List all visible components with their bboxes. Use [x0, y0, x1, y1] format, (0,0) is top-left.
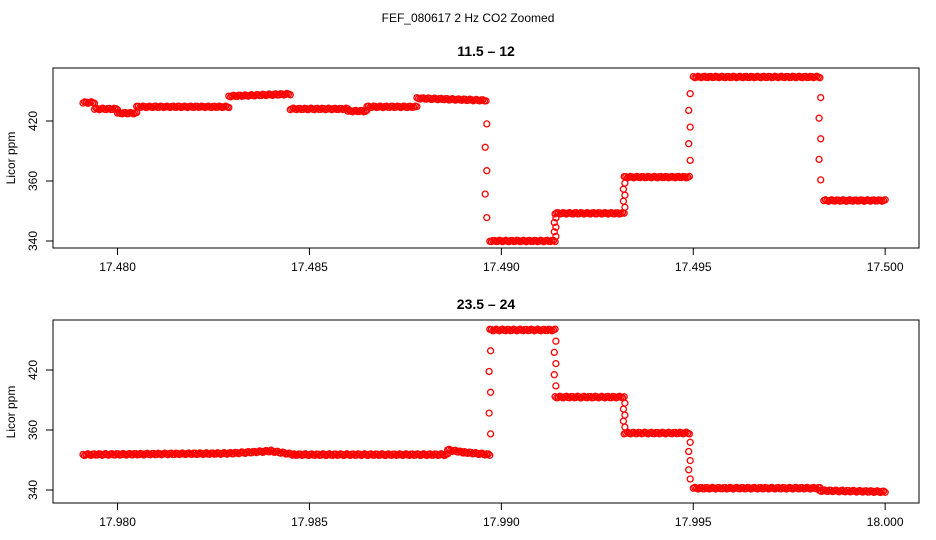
figure-title: FEF_080617 2 Hz CO2 Zoomed	[382, 11, 555, 25]
data-point	[685, 106, 693, 115]
data-point	[552, 359, 560, 368]
data-point	[621, 191, 629, 199]
data-point	[485, 367, 493, 376]
data-point	[552, 214, 560, 222]
data-point	[680, 173, 689, 181]
x-tick-label: 17.990	[483, 515, 520, 529]
data-point	[621, 399, 629, 407]
x-tick-label: 17.490	[483, 260, 520, 274]
panel-2-title: 23.5 – 24	[457, 296, 516, 312]
data-point	[413, 102, 421, 111]
panel-1-title: 11.5 – 12	[457, 43, 515, 59]
panel-1: 11.5 – 12 Licor ppm 17.480 17.485 17.490 17…	[4, 43, 920, 274]
data-point	[621, 203, 629, 211]
panel-1-plot-frame	[52, 67, 920, 249]
data-point	[552, 232, 560, 241]
panel-1-y-axis: 340 360 420	[26, 111, 53, 251]
data-point	[481, 451, 489, 459]
data-point	[546, 325, 554, 334]
data-point	[686, 475, 694, 483]
panel-1-points	[79, 72, 889, 246]
data-point	[619, 405, 628, 413]
x-tick-label: 17.495	[675, 260, 712, 274]
x-tick-label: 18.000	[867, 515, 904, 529]
data-point	[815, 114, 823, 122]
data-point	[486, 388, 495, 396]
data-point	[816, 74, 824, 82]
y-tick-label: 340	[26, 480, 40, 500]
data-point	[879, 487, 888, 495]
data-point	[484, 450, 492, 458]
data-point	[280, 448, 288, 457]
data-point	[619, 417, 628, 425]
data-point	[685, 172, 694, 181]
data-point	[550, 218, 558, 227]
data-point	[286, 91, 294, 99]
data-point	[686, 438, 694, 446]
data-point	[481, 143, 489, 151]
panel-2-x-axis: 17.980 17.985 17.990 17.995 18.000	[99, 503, 904, 529]
data-point	[546, 237, 554, 246]
data-point	[552, 337, 560, 345]
data-point	[817, 176, 825, 184]
data-point	[686, 123, 694, 131]
data-point	[485, 409, 493, 417]
data-point	[483, 120, 491, 128]
panel-2-points	[79, 325, 889, 497]
data-point	[550, 371, 558, 379]
data-point	[552, 382, 560, 390]
data-point	[815, 155, 823, 164]
data-point	[358, 107, 366, 115]
data-point	[410, 103, 418, 111]
data-point	[486, 347, 495, 355]
data-point	[486, 430, 495, 438]
data-point	[550, 228, 558, 236]
y-tick-label: 420	[26, 111, 40, 131]
panel-2-ylabel: Licor ppm	[4, 386, 18, 439]
data-point	[685, 447, 693, 456]
y-tick-label: 360	[26, 420, 40, 440]
data-point	[817, 135, 825, 143]
data-point	[686, 156, 694, 165]
data-point	[685, 430, 694, 438]
panel-1-x-axis: 17.480 17.485 17.490 17.495 17.500	[99, 248, 904, 274]
data-point	[486, 451, 494, 459]
data-point	[881, 488, 889, 496]
data-point	[483, 167, 491, 175]
x-tick-label: 17.995	[675, 515, 712, 529]
data-point	[621, 411, 629, 419]
data-point	[686, 90, 694, 98]
data-point	[881, 196, 889, 204]
panel-1-ylabel: Licor ppm	[4, 132, 18, 185]
data-point	[481, 190, 489, 198]
y-tick-label: 340	[26, 231, 40, 251]
data-point	[621, 423, 629, 431]
y-tick-label: 360	[26, 171, 40, 191]
panel-2-y-axis: 340 360 420	[26, 360, 53, 500]
data-point	[550, 348, 558, 357]
data-point	[685, 140, 693, 148]
data-point	[225, 103, 233, 112]
x-tick-label: 17.485	[291, 260, 328, 274]
data-point	[817, 93, 825, 102]
data-point	[482, 97, 490, 105]
data-point	[479, 96, 487, 104]
data-point	[551, 237, 559, 246]
panel-2-plot-frame	[52, 319, 920, 504]
x-tick-label: 17.985	[291, 515, 328, 529]
data-point	[483, 213, 491, 222]
x-tick-label: 17.500	[867, 260, 904, 274]
data-point	[619, 197, 628, 205]
data-point	[552, 223, 560, 231]
x-tick-label: 17.980	[99, 515, 136, 529]
x-tick-label: 17.480	[99, 260, 136, 274]
data-point	[551, 325, 559, 333]
data-point	[686, 456, 694, 465]
panel-2: 23.5 – 24 Licor ppm 17.980 17.985 17.990 17…	[4, 296, 920, 529]
y-tick-label: 420	[26, 360, 40, 380]
data-point	[621, 179, 629, 187]
data-point	[685, 466, 693, 474]
data-point	[619, 185, 628, 193]
